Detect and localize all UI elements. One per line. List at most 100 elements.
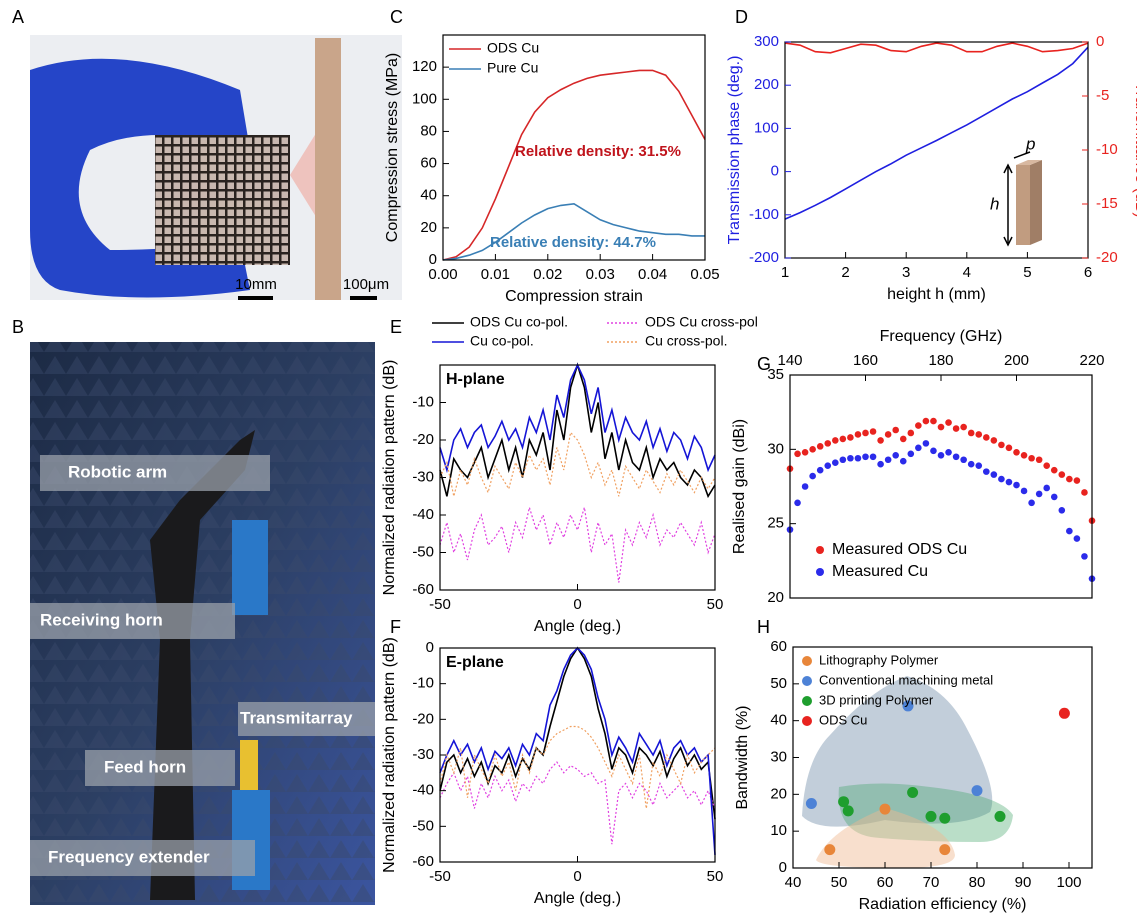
data-point	[983, 468, 990, 475]
data-point	[975, 462, 982, 469]
series-line	[785, 47, 1088, 219]
data-point	[915, 445, 922, 452]
y-tick-label: -40	[412, 506, 434, 523]
y-axis-label: Realised gain (dBi)	[731, 419, 748, 554]
series-line	[440, 508, 715, 583]
data-point	[1081, 553, 1088, 560]
y-tick-label: -200	[749, 249, 779, 266]
data-point	[1074, 535, 1081, 542]
photo-a: A 10mm 100μm	[12, 7, 402, 300]
data-point	[923, 418, 930, 425]
legend-label: 3D printing Polymer	[819, 692, 934, 707]
data-point	[926, 811, 937, 822]
y-tick-label: 300	[754, 33, 779, 50]
x-tick-label: 40	[785, 874, 802, 891]
y-tick-label: 200	[754, 76, 779, 93]
data-point	[1059, 471, 1066, 478]
data-point	[998, 442, 1005, 449]
series-line	[785, 43, 1088, 53]
data-point	[1028, 500, 1035, 507]
legend-swatch	[802, 676, 812, 686]
data-point	[1074, 477, 1081, 484]
data-point	[1043, 462, 1050, 469]
data-point	[1006, 479, 1013, 486]
inset-pillar: p h	[990, 134, 1042, 245]
mesh-sample	[155, 135, 290, 265]
y-tick-label: -50	[412, 817, 434, 834]
panel-letter: D	[735, 7, 748, 27]
y-tick-label: -30	[412, 746, 434, 763]
plot-title: H-plane	[446, 371, 505, 388]
y2-tick-label: -15	[1096, 195, 1118, 212]
series-line	[440, 648, 715, 855]
x-tick-label: 6	[1084, 264, 1092, 281]
data-point	[953, 425, 960, 432]
data-point	[832, 437, 839, 444]
photo-b: B Robotic arm Receiving horn Transmitarr…	[12, 317, 375, 905]
series-line	[440, 762, 715, 844]
data-point	[998, 476, 1005, 483]
data-point	[840, 436, 847, 443]
data-point	[991, 437, 998, 444]
legend-label: Cu cross-pol.	[645, 333, 727, 349]
x-tick-label: 70	[923, 874, 940, 891]
data-point	[930, 448, 937, 455]
data-point	[968, 430, 975, 437]
data-point	[880, 804, 891, 815]
legend-swatch	[802, 696, 812, 706]
y2-tick-label: 0	[1096, 33, 1104, 50]
data-point	[983, 434, 990, 441]
data-point	[843, 805, 854, 816]
data-point	[930, 418, 937, 425]
panel-letter: F	[390, 617, 401, 637]
data-point	[1051, 494, 1058, 501]
series-line	[440, 433, 715, 497]
feed-horn	[240, 740, 258, 790]
plot-area	[443, 70, 705, 260]
data-point	[809, 473, 816, 480]
y-tick-label: -40	[412, 782, 434, 799]
x-axis-label: Radiation efficiency (%)	[859, 896, 1027, 913]
scale-label: 100μm	[343, 276, 389, 293]
data-point	[960, 424, 967, 431]
y-tick-label: 30	[767, 440, 784, 457]
plot-area	[440, 648, 715, 855]
x-tick-label: 180	[928, 352, 953, 369]
strut-zoom	[315, 38, 341, 300]
panel-letter: B	[12, 317, 24, 337]
x-tick-label: 90	[1015, 874, 1032, 891]
data-point	[923, 440, 930, 447]
legend-label: Pure Cu	[487, 60, 538, 76]
data-point	[1021, 488, 1028, 495]
y2-tick-label: -10	[1096, 141, 1118, 158]
data-point	[847, 455, 854, 462]
data-point	[1021, 452, 1028, 459]
y-tick-label: 50	[770, 675, 787, 692]
y-tick-label: 35	[767, 366, 784, 383]
legend-swatch	[816, 568, 824, 576]
y-axis-label: Bandwidth (%)	[734, 705, 751, 809]
y-tick-label: 20	[770, 785, 787, 802]
data-point	[1066, 476, 1073, 483]
y2-axis-label: Transmittance (dB)	[1132, 82, 1137, 217]
x-tick-label: 4	[963, 264, 971, 281]
x-tick-label: 5	[1023, 264, 1031, 281]
photo-label: Robotic arm	[68, 462, 167, 481]
x-tick-label: 80	[969, 874, 986, 891]
data-point	[840, 456, 847, 463]
data-point	[832, 459, 839, 466]
data-point	[1036, 491, 1043, 498]
legend-swatch	[802, 716, 812, 726]
data-point	[1043, 485, 1050, 492]
x-tick-label: 100	[1056, 874, 1081, 891]
x-tick-label: 50	[707, 868, 724, 885]
data-point	[806, 798, 817, 809]
data-point	[939, 844, 950, 855]
plot-frame	[440, 648, 715, 862]
y-tick-label: 20	[767, 589, 784, 606]
data-point	[1081, 489, 1088, 496]
data-point	[1066, 528, 1073, 535]
x-tick-label: 50	[707, 596, 724, 613]
y-axis-label: Normalized radiation pattern (dB)	[381, 360, 398, 596]
x-axis-label: Angle (deg.)	[534, 890, 621, 907]
